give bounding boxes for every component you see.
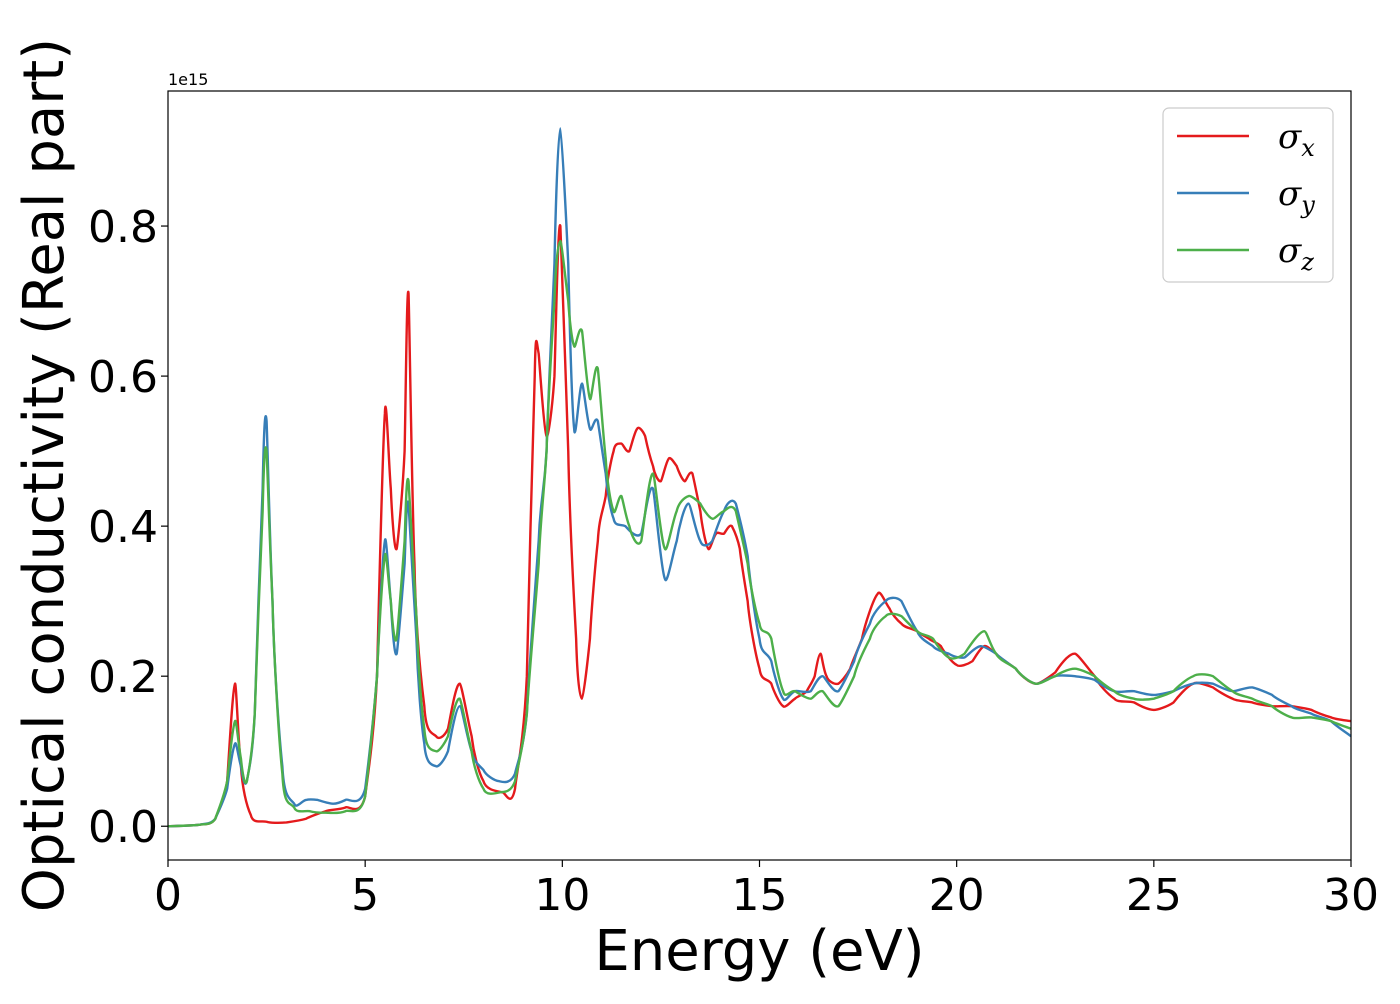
x-tick-label: 25 <box>1126 870 1182 921</box>
y-tick-label: 0.4 <box>88 502 158 553</box>
y-tick-label: 0.0 <box>88 802 158 853</box>
legend-label-x: σx <box>1278 117 1315 162</box>
x-tick-label: 20 <box>929 870 985 921</box>
x-tick-label: 15 <box>732 870 788 921</box>
x-tick-label: 30 <box>1323 870 1379 921</box>
legend-label-y: σy <box>1278 174 1315 219</box>
series-line-x <box>168 224 1351 828</box>
y-tick-label: 0.6 <box>88 352 158 403</box>
y-tick-label: 0.2 <box>88 652 158 703</box>
x-tick-label: 10 <box>534 870 590 921</box>
legend-items: σx σy σz <box>1177 117 1315 276</box>
y-axis-ticks: 0.0 0.2 0.4 0.6 0.8 <box>88 202 168 853</box>
legend-label-z: σz <box>1278 231 1314 276</box>
y-axis-label: Optical conductivity (Real part) <box>12 38 77 912</box>
x-tick-label: 5 <box>351 870 379 921</box>
legend-box <box>1162 107 1334 283</box>
x-axis-label: Energy (eV) <box>594 919 924 984</box>
x-tick-label: 0 <box>154 870 182 921</box>
series-line-z <box>168 239 1351 828</box>
y-tick-label: 0.8 <box>88 202 158 253</box>
y-offset-label: 1e15 <box>168 70 208 89</box>
legend: σx σy σz <box>1162 107 1334 283</box>
series-layer <box>168 127 1351 828</box>
x-axis-ticks: 0 5 10 15 20 25 30 <box>154 860 1379 921</box>
